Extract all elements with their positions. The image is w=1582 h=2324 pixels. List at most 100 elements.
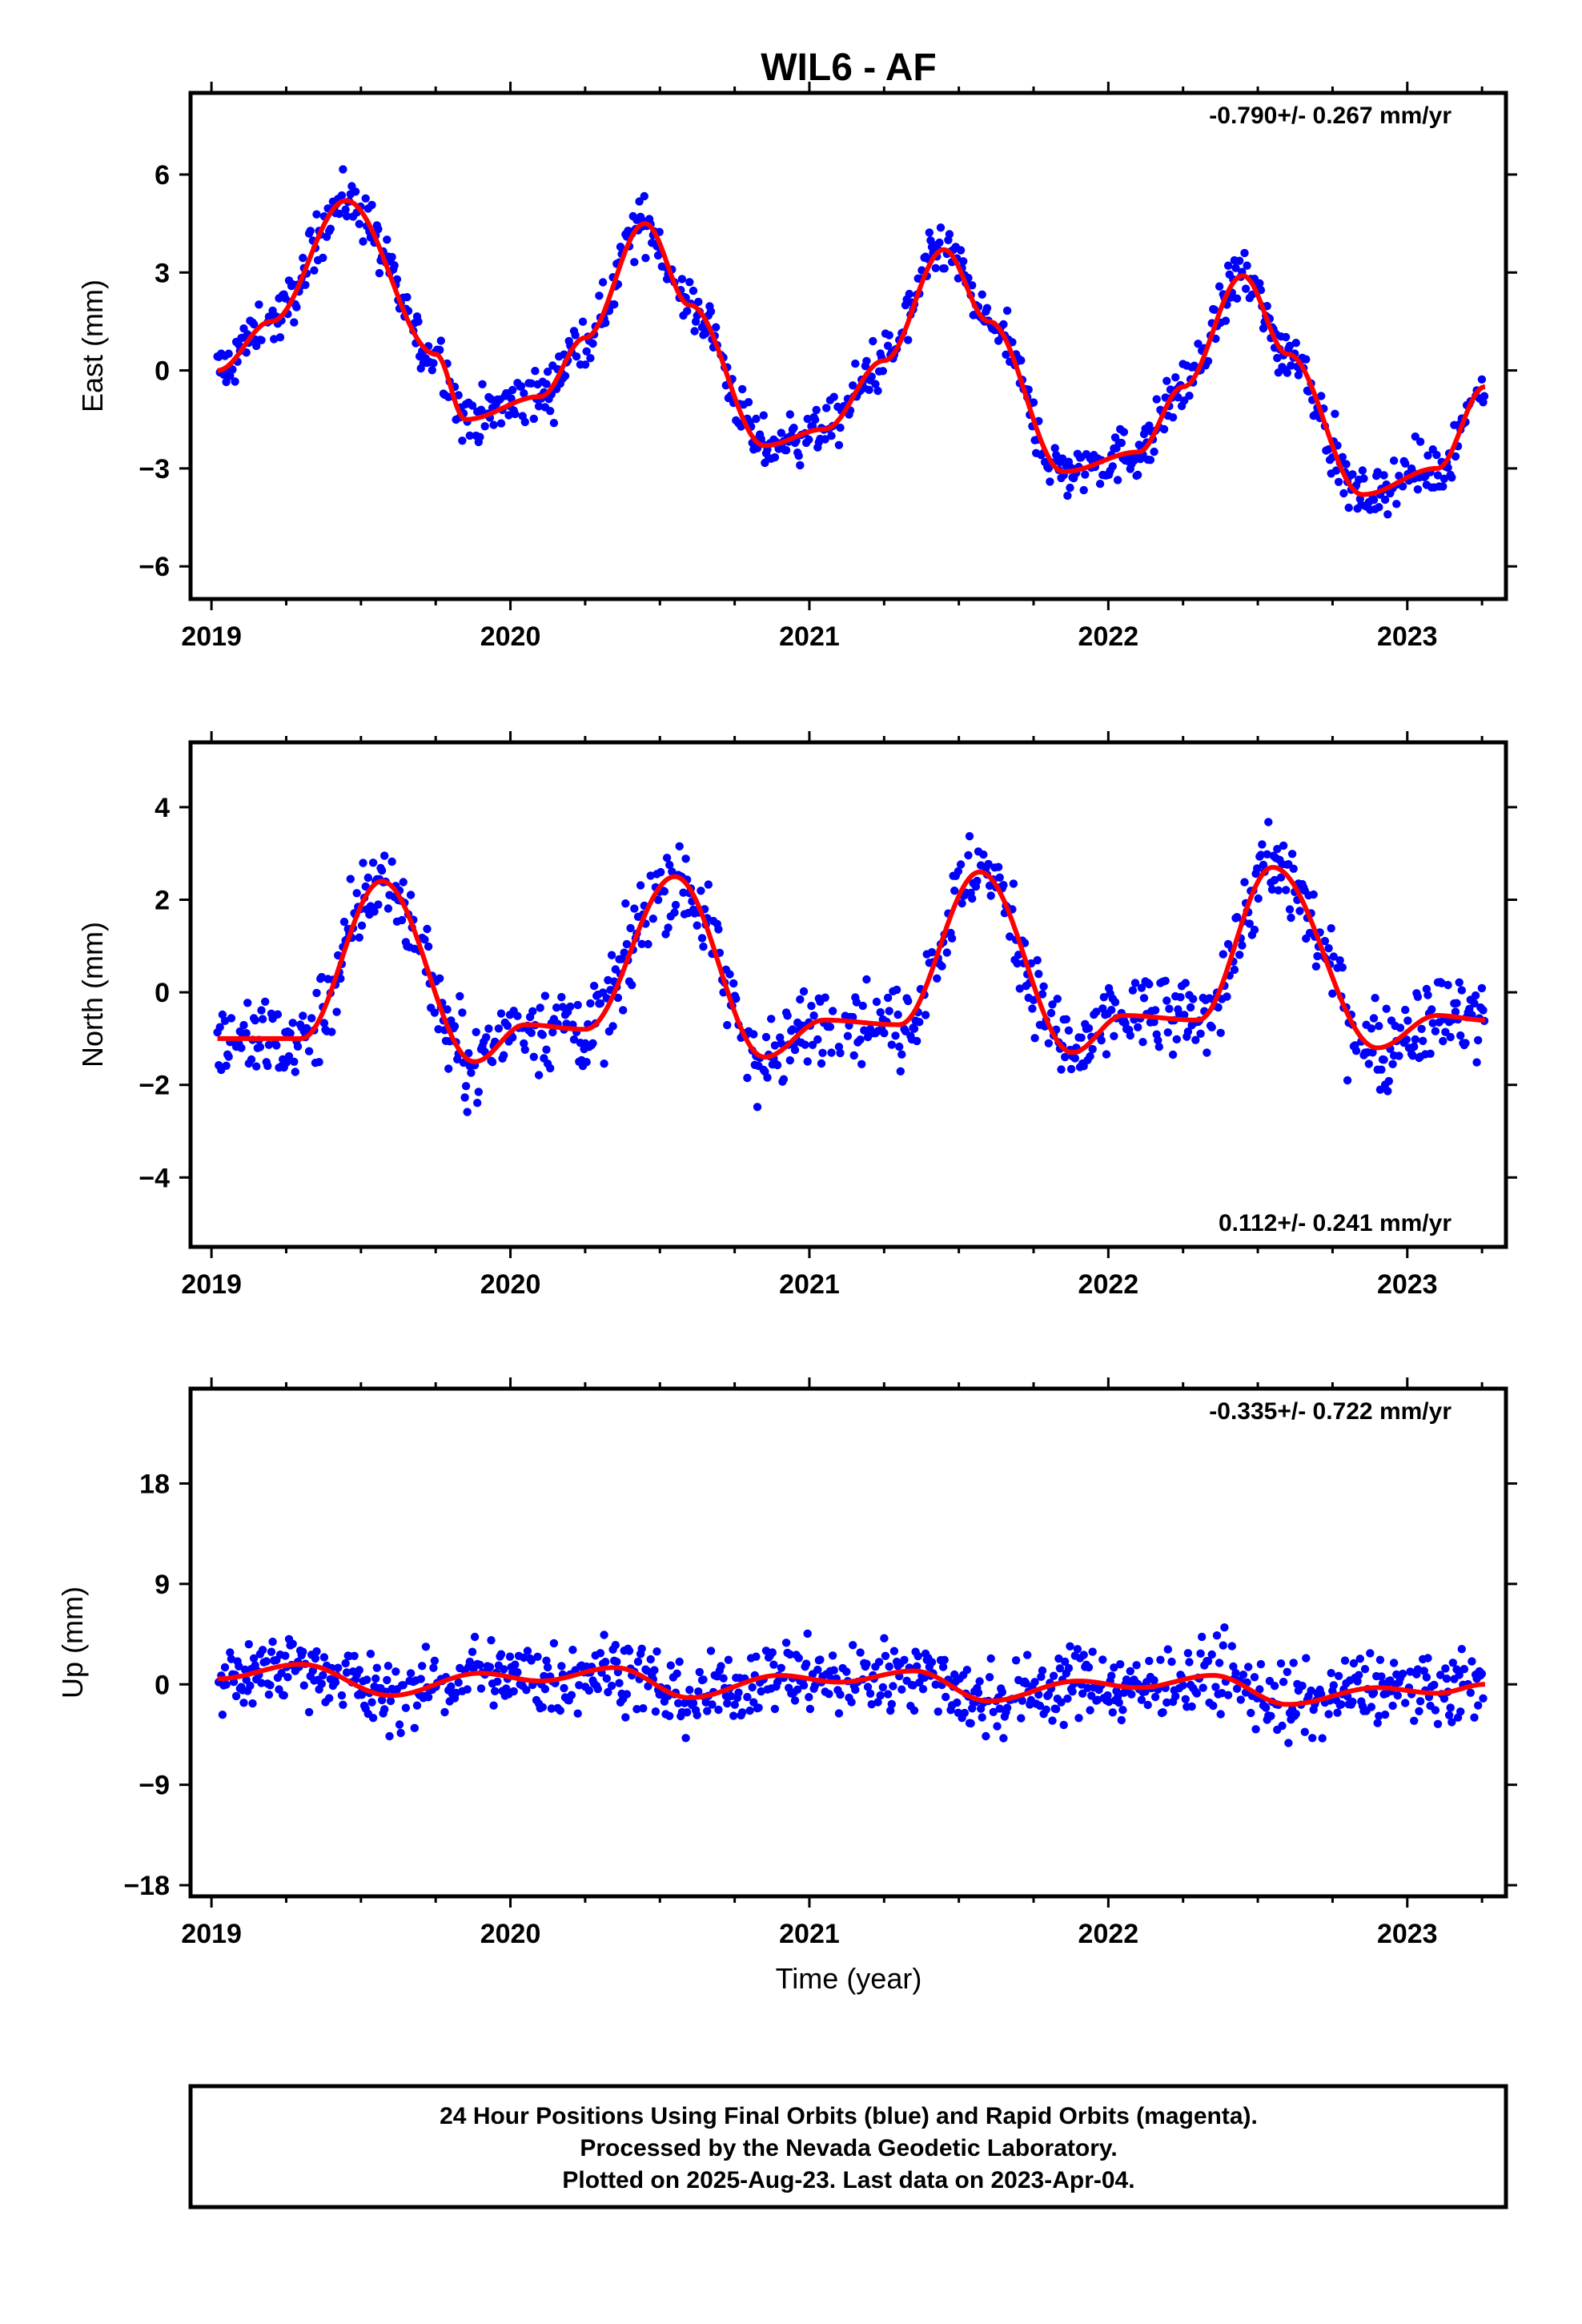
observation-point [1061,1657,1070,1667]
observation-point [332,1007,341,1016]
observation-point [1327,1669,1335,1678]
observation-point [566,1002,575,1011]
observation-point [1235,951,1244,959]
observation-point [319,1653,329,1662]
observation-point [312,1647,321,1656]
observation-point [883,1690,893,1699]
observation-point [689,1699,698,1707]
observation-point [763,1073,772,1082]
observation-point [998,1687,1007,1697]
observation-point [965,832,974,841]
observation-point [1317,392,1326,400]
observation-point [304,1707,314,1717]
observation-point [312,988,321,998]
observation-point [341,205,350,214]
observation-point [662,854,672,862]
y-tick-label: 18 [139,1469,170,1499]
observation-point [1074,1714,1083,1723]
observation-point [1375,1022,1383,1031]
observation-point [1423,1654,1432,1663]
north-y-axis-label: North (mm) [76,922,109,1068]
observation-point [1338,963,1347,972]
observation-point [805,1704,815,1714]
observation-point [560,1683,568,1693]
observation-point [383,904,393,913]
observation-point [1287,850,1297,858]
observation-point [909,1024,919,1033]
observation-point [1474,1035,1483,1045]
observation-point [913,1036,921,1046]
observation-point [484,1024,493,1033]
observation-point [1086,1051,1094,1061]
observation-point [892,985,901,995]
observation-point [311,1654,320,1663]
observation-point [1317,1690,1326,1699]
x-tick-label: 2020 [480,621,541,652]
observation-point [1108,1708,1118,1717]
observation-point [520,1039,528,1048]
observation-point [1406,1667,1415,1676]
observation-point [1403,1016,1412,1025]
observation-point [1455,978,1464,987]
observation-point [355,219,363,228]
observation-point [1215,1659,1224,1667]
observation-point [476,432,484,441]
observation-point [790,1045,800,1055]
observation-point [889,1682,897,1691]
observation-point [227,1014,236,1023]
observation-point [494,1024,504,1033]
footer-box: 24 Hour Positions Using Final Orbits (bl… [188,2084,1508,2209]
observation-point [1154,1043,1164,1051]
observation-point [288,1639,297,1648]
observation-point [283,1673,292,1682]
observation-point [817,1059,826,1068]
observation-point [277,1669,286,1678]
observation-point [1327,924,1335,933]
observation-point [1461,1039,1470,1047]
observation-point [856,1648,865,1657]
observation-point [1150,1018,1158,1027]
observation-point [793,1685,802,1694]
observation-point [252,341,261,351]
observation-point [1451,452,1460,461]
observation-point [1098,1004,1107,1013]
observation-point [465,1657,474,1667]
observation-point [1152,395,1161,404]
observation-point [883,341,893,350]
east-plot-frame [188,90,1508,601]
observation-point [1369,496,1379,505]
x-tick-label: 2019 [181,1269,242,1300]
observation-point [1238,941,1247,950]
observation-point [1191,1035,1200,1044]
observation-point [488,1058,497,1067]
observation-point [406,1669,416,1678]
observation-point [1196,1029,1205,1039]
y-tick-label: −6 [139,552,170,582]
observation-point [470,1632,480,1642]
observation-point [1162,1698,1171,1707]
observation-point [813,1665,822,1675]
observation-point [292,303,301,312]
observation-point [935,238,944,247]
observation-point [1163,1028,1173,1037]
observation-point [252,1062,261,1071]
observation-point [1229,1662,1238,1671]
observation-point [1134,1023,1142,1031]
observation-point [397,915,407,925]
observation-point [1216,1028,1225,1038]
observation-point [222,377,231,387]
observation-point [1181,1695,1191,1703]
observation-point [968,281,977,290]
observation-point [913,1651,922,1661]
observation-point [468,1647,477,1656]
observation-point [1232,913,1242,922]
observation-point [1380,495,1390,505]
observation-point [664,923,673,932]
observation-point [808,1040,817,1050]
observation-point [1276,873,1286,882]
observation-point [430,1008,440,1017]
observation-point [293,1042,303,1051]
observation-point [925,228,934,237]
observation-point [1448,1659,1458,1667]
observation-point [1009,879,1018,888]
